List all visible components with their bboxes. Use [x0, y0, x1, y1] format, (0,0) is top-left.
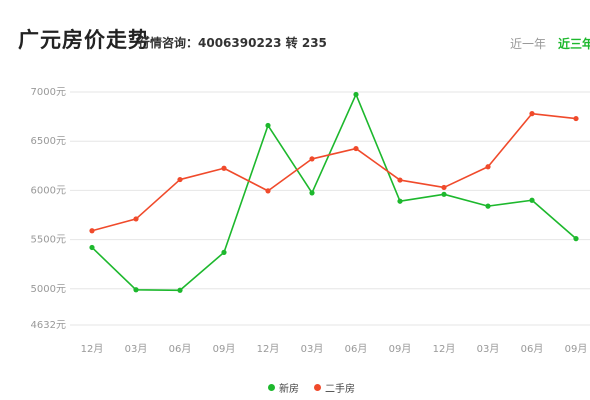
hotline-text: 行情咨询：4006390223 转 235: [138, 36, 327, 50]
legend-label: 新房: [279, 384, 299, 395]
range-tabs: 近一年 近三年: [510, 35, 590, 51]
data-point[interactable]: [573, 236, 579, 242]
x-tick-label: 06月: [345, 343, 368, 355]
legend-item-second-hand[interactable]: 二手房: [314, 380, 355, 395]
x-tick-label: 12月: [433, 343, 456, 355]
data-point[interactable]: [265, 122, 271, 129]
x-tick-label: 12月: [257, 343, 280, 355]
series-line-0: [91, 93, 577, 292]
data-point[interactable]: [441, 184, 447, 191]
data-point[interactable]: [89, 244, 95, 251]
legend-dot-icon: [268, 384, 275, 391]
data-point[interactable]: [133, 287, 139, 293]
legend-label: 二手房: [325, 384, 355, 395]
data-point[interactable]: [89, 228, 95, 234]
data-point[interactable]: [397, 198, 403, 204]
data-point[interactable]: [221, 165, 227, 171]
x-tick-label: 06月: [521, 343, 544, 355]
y-tick-label: 7000元: [31, 87, 66, 98]
x-tick-label: 03月: [477, 343, 500, 355]
tab-three-years[interactable]: 近三年: [558, 37, 590, 51]
data-point[interactable]: [177, 176, 183, 183]
y-tick-label: 6000元: [31, 185, 66, 196]
x-axis-ticks: 12月 03月 06月 09月 12月 03月 06月 09月 12月 03月 06月 09月: [81, 343, 588, 355]
series-line-1: [91, 112, 577, 232]
legend: 新房 二手房: [0, 380, 590, 395]
data-point[interactable]: [353, 91, 359, 98]
grid-layer: [70, 91, 590, 326]
data-point[interactable]: [353, 145, 359, 152]
data-point[interactable]: [133, 216, 139, 222]
tab-one-year[interactable]: 近一年: [510, 37, 547, 51]
y-tick-label: 5500元: [31, 235, 66, 246]
x-tick-label: 09月: [565, 343, 588, 355]
data-point[interactable]: [485, 203, 491, 209]
data-point[interactable]: [397, 177, 403, 183]
data-point[interactable]: [177, 287, 183, 293]
x-tick-label: 09月: [213, 343, 236, 355]
data-point[interactable]: [529, 111, 535, 117]
y-tick-label: 5000元: [31, 284, 66, 295]
data-point[interactable]: [265, 188, 271, 194]
y-tick-label: 6500元: [31, 136, 66, 147]
y-axis-ticks: 7000元 6500元 6000元 5500元 5000元 4632元: [31, 87, 66, 331]
data-point[interactable]: [309, 190, 315, 196]
x-tick-label: 06月: [169, 343, 192, 355]
x-tick-label: 03月: [125, 343, 148, 355]
data-point[interactable]: [573, 115, 579, 122]
x-tick-label: 03月: [301, 343, 324, 355]
data-point[interactable]: [441, 191, 447, 197]
data-point[interactable]: [485, 164, 491, 170]
x-tick-label: 09月: [389, 343, 412, 355]
data-point[interactable]: [221, 249, 227, 255]
legend-dot-icon: [314, 384, 321, 391]
page-title: 广元房价走势: [18, 28, 150, 52]
price-trend-chart: 7000元 6500元 6000元 5500元 5000元 4632元 12月 03月 06月…: [31, 87, 590, 355]
x-tick-label: 12月: [81, 343, 104, 355]
y-tick-label: 4632元: [31, 320, 66, 331]
data-point[interactable]: [529, 197, 535, 203]
legend-item-new-house[interactable]: 新房: [268, 380, 299, 395]
series-layer: [89, 91, 579, 293]
data-point[interactable]: [309, 156, 315, 162]
